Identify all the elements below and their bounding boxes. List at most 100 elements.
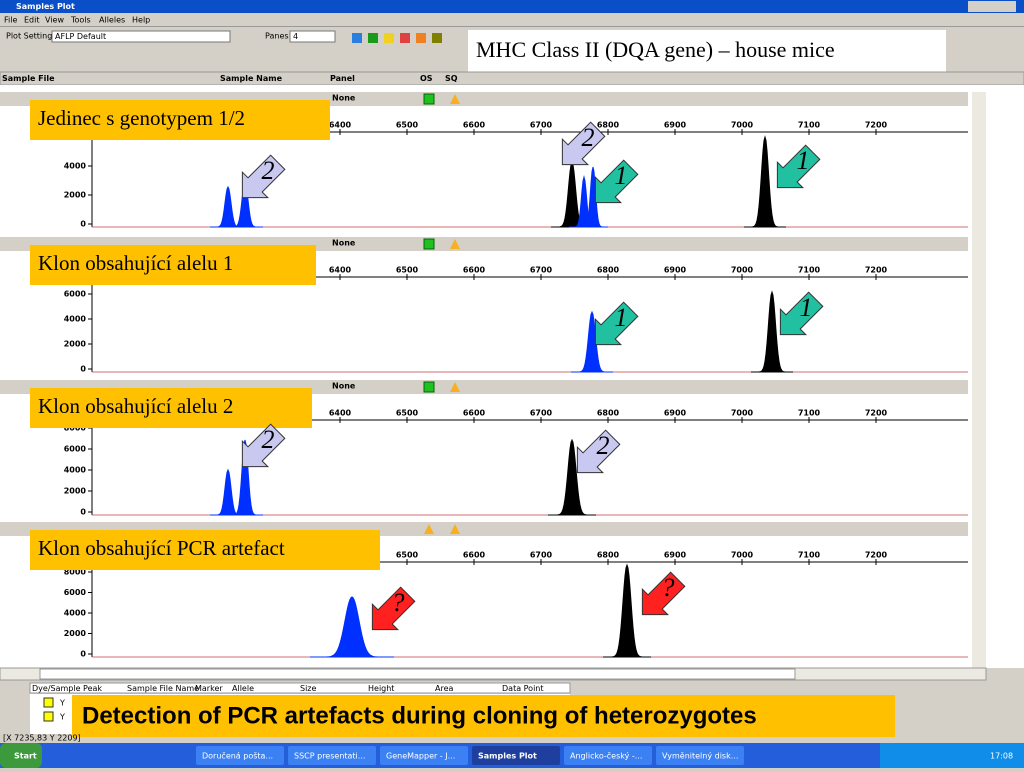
- plot-setting-select[interactable]: [51, 30, 231, 43]
- y-tick-label: 4000: [64, 162, 87, 171]
- toolbar-button[interactable]: [432, 33, 442, 43]
- x-tick-label: 6400: [329, 266, 352, 275]
- scroll-thumb[interactable]: [39, 668, 796, 680]
- sample-label-box: [30, 100, 330, 140]
- menu-item[interactable]: Edit: [24, 16, 40, 25]
- arrow: [594, 159, 639, 204]
- dye-swatch: [43, 697, 54, 708]
- toolbar-button[interactable]: [352, 33, 362, 43]
- x-tick-label: 7000: [731, 409, 754, 418]
- task-button[interactable]: [288, 746, 376, 765]
- task-button[interactable]: [564, 746, 652, 765]
- y-tick-label: 4000: [64, 315, 87, 324]
- table-column: Height: [368, 684, 394, 693]
- x-tick-label: 6800: [597, 121, 620, 130]
- sample-label: Klon obsahující PCR artefact: [38, 536, 285, 560]
- menu-item[interactable]: View: [45, 16, 64, 25]
- task-button[interactable]: [472, 746, 560, 765]
- x-tick-label: 7100: [798, 266, 821, 275]
- x-tick-label: 6600: [463, 409, 486, 418]
- x-tick-label: 6600: [463, 551, 486, 560]
- x-tick-label: 7200: [865, 266, 888, 275]
- sample-label-box: [30, 245, 316, 285]
- x-tick-label: 6700: [530, 121, 553, 130]
- toolbar-button[interactable]: [368, 33, 378, 43]
- caption-box: [72, 695, 895, 737]
- table-column: Area: [435, 684, 454, 693]
- toolbar-button[interactable]: [416, 33, 426, 43]
- peak: [577, 166, 609, 228]
- x-tick-label: 7200: [865, 551, 888, 560]
- y-tick-label: 0: [80, 365, 86, 374]
- arrow: [779, 291, 824, 336]
- arrow-label: 2: [582, 123, 595, 152]
- peak: [310, 596, 394, 658]
- toolbar-button[interactable]: [400, 33, 410, 43]
- sample-label-box: [30, 530, 380, 570]
- x-tick-label: 6900: [664, 409, 687, 418]
- menu-item[interactable]: Alleles: [99, 16, 125, 25]
- table-row: Y: [59, 699, 65, 708]
- plot-setting-value: AFLP Default: [55, 32, 106, 41]
- x-tick-label: 6800: [597, 551, 620, 560]
- arrow-label: 1: [615, 161, 628, 190]
- column-name: OS: [420, 74, 433, 83]
- y-tick-label: 6000: [64, 445, 87, 454]
- panel-name: None: [332, 239, 356, 248]
- table-column: Allele: [232, 684, 254, 693]
- menu-item[interactable]: Help: [132, 16, 150, 25]
- task-label: Samples Plot: [478, 752, 537, 761]
- status-warn: [450, 382, 460, 392]
- x-tick-label: 6700: [530, 266, 553, 275]
- window-controls[interactable]: [968, 1, 1016, 12]
- panes-select[interactable]: [289, 30, 336, 43]
- clock: 17:08: [990, 752, 1013, 761]
- x-tick-label: 7100: [798, 409, 821, 418]
- arrow-label: ?: [662, 573, 675, 602]
- x-tick-label: 6700: [530, 551, 553, 560]
- column-name: SQ: [445, 74, 458, 83]
- x-tick-label: 6500: [396, 409, 419, 418]
- dye-swatch: [43, 711, 54, 722]
- title-bar: [0, 0, 1024, 13]
- table-column: Sample File Name: [127, 684, 199, 693]
- status-warn: [450, 239, 460, 249]
- x-tick-label: 6800: [597, 266, 620, 275]
- x-tick-label: 6400: [329, 121, 352, 130]
- x-tick-label: 6500: [396, 121, 419, 130]
- peak: [227, 439, 263, 516]
- table-column: Marker: [195, 684, 223, 693]
- task-button[interactable]: [656, 746, 744, 765]
- peak: [751, 290, 793, 373]
- task-button[interactable]: [196, 746, 284, 765]
- y-tick-label: 6000: [64, 290, 87, 299]
- x-tick-label: 6800: [597, 409, 620, 418]
- panes-value: 4: [293, 32, 298, 41]
- table-column: Dye/Sample Peak: [32, 684, 102, 693]
- y-tick-label: 0: [80, 508, 86, 517]
- column-header: [0, 71, 1024, 86]
- column-name: Panel: [330, 74, 355, 83]
- toolbar-button[interactable]: [384, 33, 394, 43]
- x-tick-label: 6600: [463, 121, 486, 130]
- start-button[interactable]: [0, 743, 42, 768]
- menu-item[interactable]: File: [4, 16, 17, 25]
- y-tick-label: 8000: [64, 568, 87, 577]
- scrollbar[interactable]: [972, 92, 986, 668]
- task-button[interactable]: [380, 746, 468, 765]
- table-column: Size: [300, 684, 317, 693]
- sample-label: Klon obsahující alelu 2: [38, 394, 233, 418]
- arrow: [641, 571, 686, 616]
- sample-label-box: [30, 388, 312, 428]
- x-tick-label: 6500: [396, 266, 419, 275]
- panel-name: None: [332, 94, 356, 103]
- menu-item[interactable]: Tools: [70, 16, 91, 25]
- x-tick-label: 7000: [731, 551, 754, 560]
- task-label: SSCP presentati...: [294, 752, 365, 761]
- peak: [548, 438, 596, 516]
- task-label: Vyměnitelný disk...: [662, 752, 738, 761]
- panel-name: None: [332, 382, 356, 391]
- table-row: Y: [59, 713, 65, 722]
- x-tick-label: 7100: [798, 551, 821, 560]
